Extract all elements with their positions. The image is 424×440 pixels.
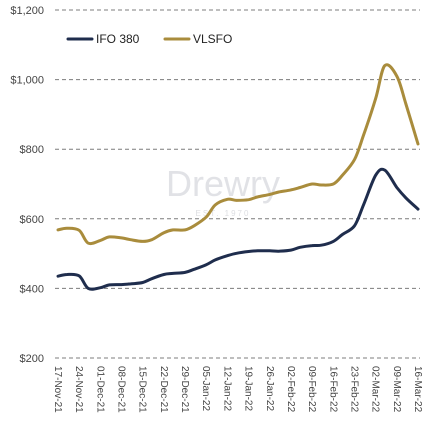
legend-label-ifo-380: IFO 380 [96, 32, 140, 46]
series [56, 63, 420, 291]
x-tick-label: 26-Jan-22 [264, 366, 275, 411]
y-tick-label: $1,200 [10, 5, 44, 17]
x-tick-label: 24-Nov-21 [73, 366, 84, 413]
watermark-sub: EST. 1970 [196, 209, 251, 218]
watermark-brand: Drewry [166, 163, 280, 204]
y-tick-label: $800 [20, 144, 44, 156]
x-tick-label: 15-Dec-21 [137, 366, 148, 413]
x-tick-label: 02-Feb-22 [285, 366, 296, 413]
series-line-ifo-380 [56, 167, 420, 291]
x-tick-label: 01-Dec-21 [94, 366, 105, 413]
x-tick-label: 22-Dec-21 [158, 366, 169, 413]
y-axis: $200 $400 $600 $800 $1,000 $1,200 [10, 5, 44, 365]
x-tick-label: 12-Jan-22 [221, 366, 232, 411]
x-tick-label: 09-Feb-22 [306, 366, 317, 413]
x-tick-label: 29-Dec-21 [179, 366, 190, 413]
x-tick-label: 16-Mar-22 [412, 366, 423, 413]
watermark: Drewry EST. 1970 [166, 163, 280, 218]
x-axis: 17-Nov-21 24-Nov-21 01-Dec-21 08-Dec-21 15-D… [52, 366, 423, 413]
legend-label-vlsfo: VLSFO [193, 32, 232, 46]
y-tick-label: $200 [20, 353, 44, 365]
x-tick-label: 17-Nov-21 [52, 366, 63, 413]
x-tick-label: 23-Feb-22 [348, 366, 359, 413]
x-tick-label: 05-Jan-22 [200, 366, 211, 411]
x-tick-label: 08-Dec-21 [116, 366, 127, 413]
y-tick-label: $1,000 [10, 75, 44, 87]
x-tick-label: 09-Mar-22 [391, 366, 402, 413]
x-tick-label: 19-Jan-22 [243, 366, 254, 411]
series-line-vlsfo [56, 63, 420, 246]
x-tick-label: 02-Mar-22 [370, 366, 381, 413]
legend: IFO 380 VLSFO [66, 32, 232, 46]
x-tick-label: 16-Feb-22 [327, 366, 338, 413]
y-tick-label: $400 [20, 283, 44, 295]
y-tick-label: $600 [20, 214, 44, 226]
